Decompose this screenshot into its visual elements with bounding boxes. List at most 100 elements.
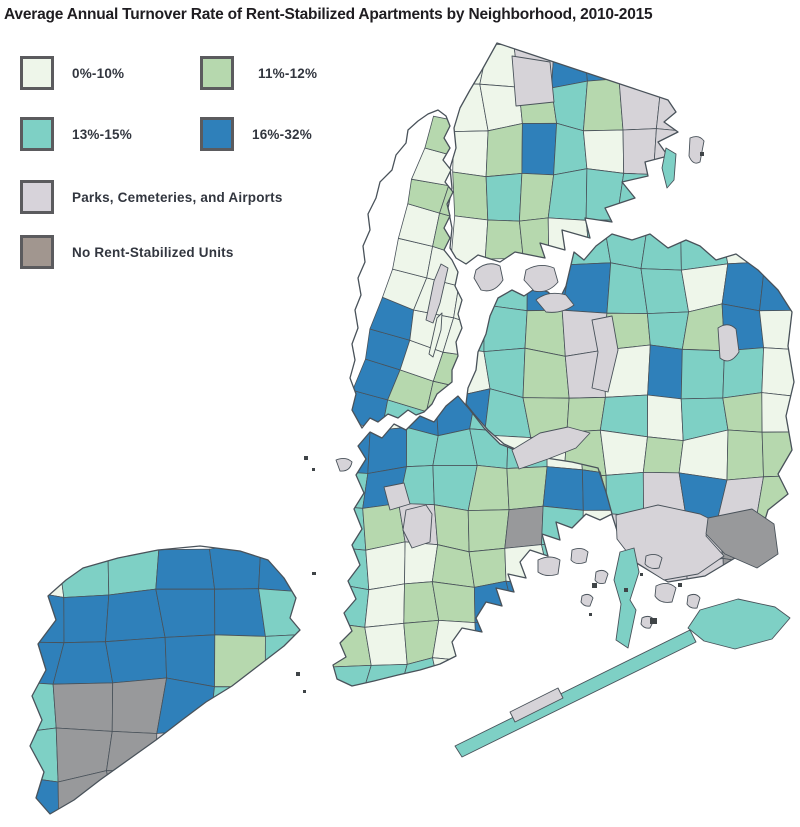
neighborhood-cell	[258, 588, 300, 637]
neighborhood-cell	[761, 347, 794, 398]
neighborhood-cell	[209, 546, 262, 590]
jamaica-bay-island	[654, 583, 677, 603]
neighborhood-cell	[722, 392, 763, 433]
neighborhood-cell	[105, 636, 168, 684]
neighborhood-cell	[521, 122, 558, 176]
borough-bronx-outline	[447, 42, 679, 265]
neighborhood-cell	[364, 583, 405, 628]
neighborhood-cell	[155, 548, 216, 590]
borough-queens-outline	[465, 233, 795, 583]
prospect-park	[402, 504, 433, 549]
neighborhood-cell	[550, 43, 588, 89]
city-island	[661, 147, 677, 189]
neighborhood-cell	[468, 547, 507, 588]
neighborhood-cell	[474, 616, 516, 663]
page-title: Average Annual Turnover Rate of Rent-Sta…	[4, 6, 653, 23]
neighborhood-cell	[254, 724, 300, 782]
neighborhood-cell	[452, 171, 489, 221]
neighborhood-cell	[547, 217, 591, 262]
neighborhood-cell	[646, 311, 690, 350]
neighborhood-cell	[209, 686, 266, 731]
neighborhood-cell	[522, 347, 570, 399]
jfk-east-no-units	[705, 508, 779, 569]
neighborhood-cell	[156, 677, 215, 734]
neighborhood-cell	[155, 588, 216, 638]
neighborhood-cell	[661, 43, 678, 88]
rockaway-peninsula	[454, 629, 697, 758]
neighborhood-cell	[721, 261, 766, 312]
ne-queens-park	[717, 324, 740, 362]
neighborhood-cell	[548, 619, 588, 661]
neighborhood-cell	[757, 559, 794, 582]
hart-island	[688, 136, 705, 164]
neighborhood-cell	[585, 168, 625, 221]
neighborhood-cell	[508, 656, 552, 686]
neighborhood-cell	[30, 587, 65, 644]
rockaway-park-strip	[509, 687, 564, 723]
neighborhood-cell	[582, 129, 625, 174]
flushing-meadows-park	[591, 315, 619, 393]
neighborhood-cell	[720, 234, 767, 265]
neighborhood-cell	[155, 770, 216, 814]
borough-staten-island	[30, 546, 300, 814]
neighborhood-cell	[106, 730, 158, 772]
neighborhood-cell	[647, 394, 684, 442]
neighborhood-cell	[640, 268, 690, 315]
jamaica-bay-island	[644, 553, 663, 569]
neighborhood-cell	[485, 123, 523, 178]
neighborhood-cell	[453, 285, 462, 330]
neighborhood-cell	[547, 168, 588, 221]
neighborhood-cell	[205, 775, 264, 814]
neighborhood-cell	[759, 261, 794, 312]
rikers-island	[523, 265, 559, 293]
neighborhood-cell	[258, 546, 300, 594]
neighborhood-cell	[605, 471, 645, 517]
greenwood-cemetery	[383, 482, 411, 511]
roosevelt-island	[428, 312, 443, 358]
neighborhood-cell	[30, 681, 57, 735]
neighborhood-cell	[205, 726, 264, 781]
neighborhood-cell	[548, 586, 588, 628]
neighborhood-cell	[364, 622, 408, 666]
neighborhood-cell	[30, 775, 60, 814]
jamaica-bay-island	[570, 547, 589, 565]
neighborhood-cell	[583, 43, 625, 82]
neighborhood-cell	[105, 588, 166, 643]
neighborhood-cell	[647, 344, 683, 400]
neighborhood-cell	[442, 317, 462, 358]
jamaica-bay-island	[594, 569, 609, 585]
neighborhood-cell	[333, 546, 370, 591]
neighborhood-cell	[107, 546, 160, 596]
neighborhood-cell	[680, 348, 725, 400]
neighborhood-cell	[622, 128, 657, 175]
jamaica-bay-island	[580, 593, 594, 607]
neighborhood-cell	[599, 429, 648, 476]
governors-island	[335, 457, 353, 472]
neighborhood-cell	[726, 429, 764, 481]
neighborhood-cell	[485, 172, 523, 222]
neighborhood-cell	[52, 682, 114, 732]
neighborhood-cell	[214, 588, 266, 637]
neighborhood-cell	[106, 770, 160, 814]
neighborhood-cell	[254, 682, 300, 728]
neighborhood-cell	[467, 509, 510, 553]
neighborhood-cell	[599, 394, 649, 438]
neighborhood-cell	[432, 619, 478, 663]
neighborhood-cell	[541, 505, 584, 546]
cemetery-belt	[511, 426, 591, 470]
neighborhood-cell	[618, 43, 662, 83]
neighborhood-cell	[452, 130, 489, 178]
neighborhood-cell	[483, 304, 528, 353]
neighborhood-cell	[506, 466, 548, 511]
neighborhood-cell	[449, 215, 489, 264]
neighborhood-cell	[504, 505, 544, 549]
neighborhood-cell	[333, 621, 372, 668]
far-rockaway	[687, 598, 791, 650]
laguardia-airport	[535, 292, 575, 313]
borough-brooklyn-outline	[332, 395, 613, 687]
neighborhood-cell	[365, 541, 406, 591]
neighborhood-cell	[603, 234, 649, 270]
neighborhood-cell	[652, 172, 678, 223]
neighborhood-cell	[655, 81, 678, 133]
